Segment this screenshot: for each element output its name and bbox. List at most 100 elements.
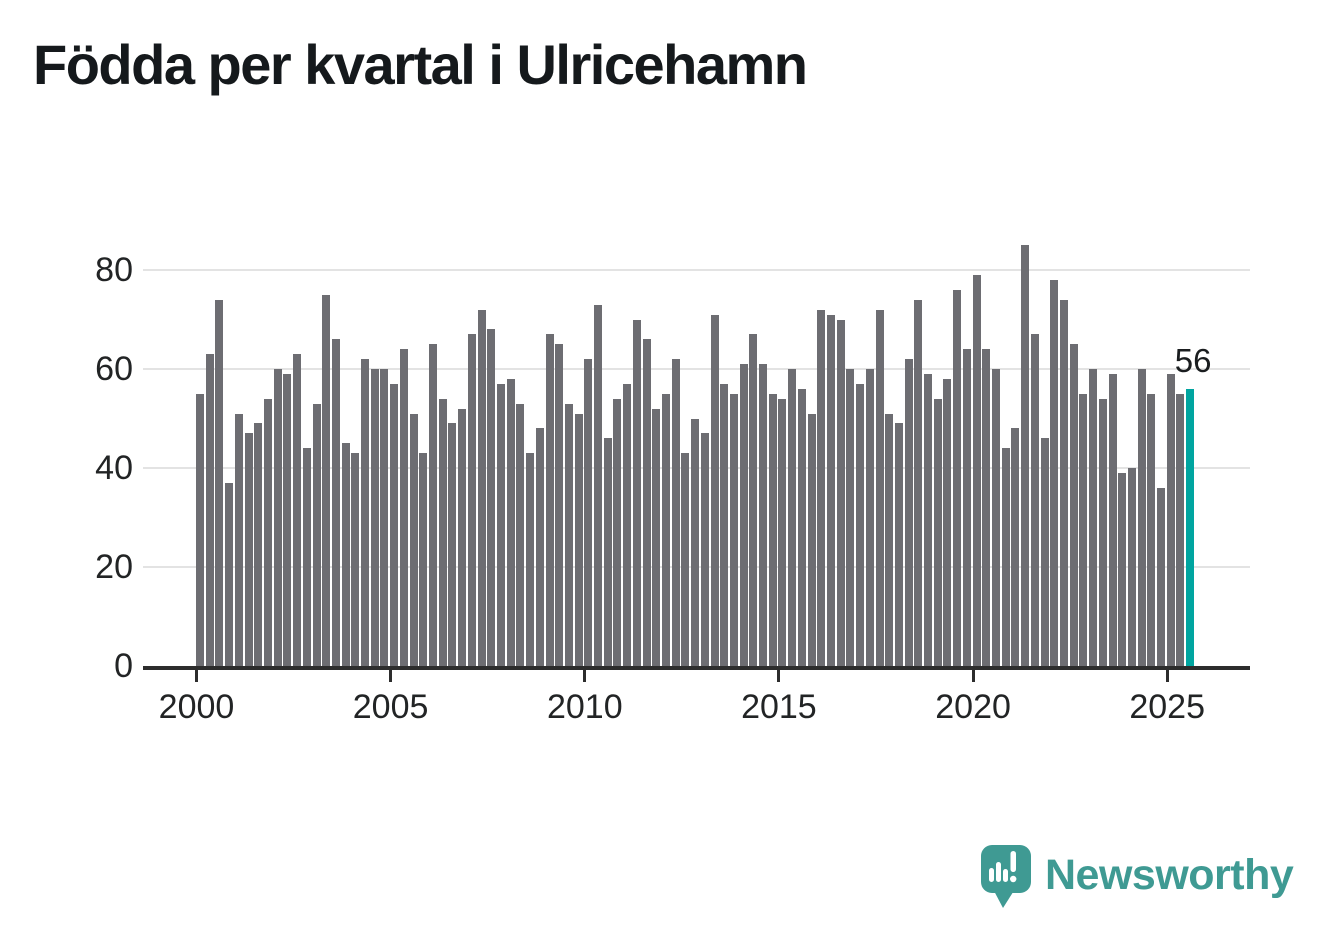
bar (448, 423, 457, 666)
bar (856, 383, 865, 666)
chart-title: Födda per kvartal i Ulricehamn (33, 33, 808, 96)
bar (225, 482, 234, 667)
x-axis-label: 2015 (741, 688, 817, 726)
bar (254, 423, 263, 666)
bar (603, 438, 612, 666)
gridline (143, 368, 1250, 370)
y-axis-label: 60 (95, 350, 133, 388)
bar (361, 359, 369, 666)
bar (1157, 487, 1165, 666)
x-axis-label: 2020 (935, 688, 1011, 726)
bar (1050, 279, 1059, 666)
highlighted-bar (1186, 388, 1195, 666)
bar (594, 304, 602, 666)
bar (312, 403, 321, 666)
bar (661, 393, 670, 667)
bar (768, 393, 777, 667)
newsworthy-logo-text: Newsworthy (1045, 851, 1294, 899)
bar (1001, 448, 1010, 666)
bar (1176, 393, 1185, 667)
bar (1079, 393, 1088, 667)
bar (885, 413, 894, 666)
bar (283, 373, 292, 666)
bar (302, 448, 311, 666)
bar (341, 443, 350, 667)
bar (836, 319, 845, 666)
bar (1127, 468, 1136, 666)
x-axis-tick (971, 670, 975, 682)
bar (681, 453, 690, 666)
bar (1137, 369, 1146, 666)
bar (1011, 428, 1020, 666)
bar (943, 378, 952, 666)
newsworthy-logo: Newsworthy (981, 845, 1294, 909)
bar (778, 398, 787, 666)
bar (982, 349, 991, 666)
bar (419, 453, 428, 666)
bar (322, 294, 331, 667)
bar (846, 369, 855, 666)
bar (623, 383, 632, 666)
bar (196, 393, 204, 667)
bar (739, 364, 748, 666)
bar (1021, 245, 1030, 667)
bar (370, 369, 379, 666)
bar (438, 398, 447, 666)
x-axis-label: 2000 (158, 688, 235, 726)
bar (526, 453, 534, 666)
x-axis-line (143, 666, 1250, 670)
bar (788, 369, 797, 666)
bar (894, 423, 903, 666)
bar (933, 398, 942, 666)
x-axis-tick (777, 670, 781, 682)
bar (429, 344, 437, 667)
bar (535, 428, 544, 666)
bar (584, 359, 593, 666)
bar (380, 369, 389, 666)
bar (477, 309, 486, 666)
bar (827, 314, 835, 666)
bar (759, 364, 767, 666)
bar (1098, 398, 1107, 666)
bar (700, 433, 709, 667)
bar (390, 383, 399, 666)
x-axis-tick (1165, 670, 1169, 682)
bar (904, 359, 913, 666)
x-axis-label: 2025 (1129, 688, 1205, 726)
bar (331, 339, 340, 666)
bar (545, 334, 554, 666)
bar (516, 403, 525, 666)
bar (244, 433, 253, 667)
bar (506, 378, 515, 666)
bar (273, 369, 282, 666)
bar (205, 354, 214, 666)
bar (496, 383, 505, 666)
bar (458, 408, 467, 666)
bar (234, 413, 243, 666)
x-axis-label: 2005 (352, 688, 429, 726)
y-axis-label: 40 (95, 449, 133, 487)
bar (1089, 369, 1097, 666)
bar (642, 339, 651, 666)
bar (263, 398, 272, 666)
bar (817, 309, 826, 666)
bar (953, 289, 962, 666)
bar (924, 373, 932, 666)
gridline (143, 269, 1250, 271)
y-axis-label: 0 (114, 647, 133, 685)
bar (710, 314, 719, 666)
bar-value-label: 56 (1174, 341, 1212, 379)
bar (875, 309, 884, 666)
bar (613, 398, 622, 666)
bar (574, 413, 583, 666)
bar (1147, 393, 1156, 667)
bar (1108, 373, 1117, 666)
bar (914, 299, 923, 666)
bar (293, 354, 302, 666)
bar (972, 274, 981, 666)
bar (671, 359, 680, 666)
bar (749, 334, 758, 666)
bar (652, 408, 661, 666)
